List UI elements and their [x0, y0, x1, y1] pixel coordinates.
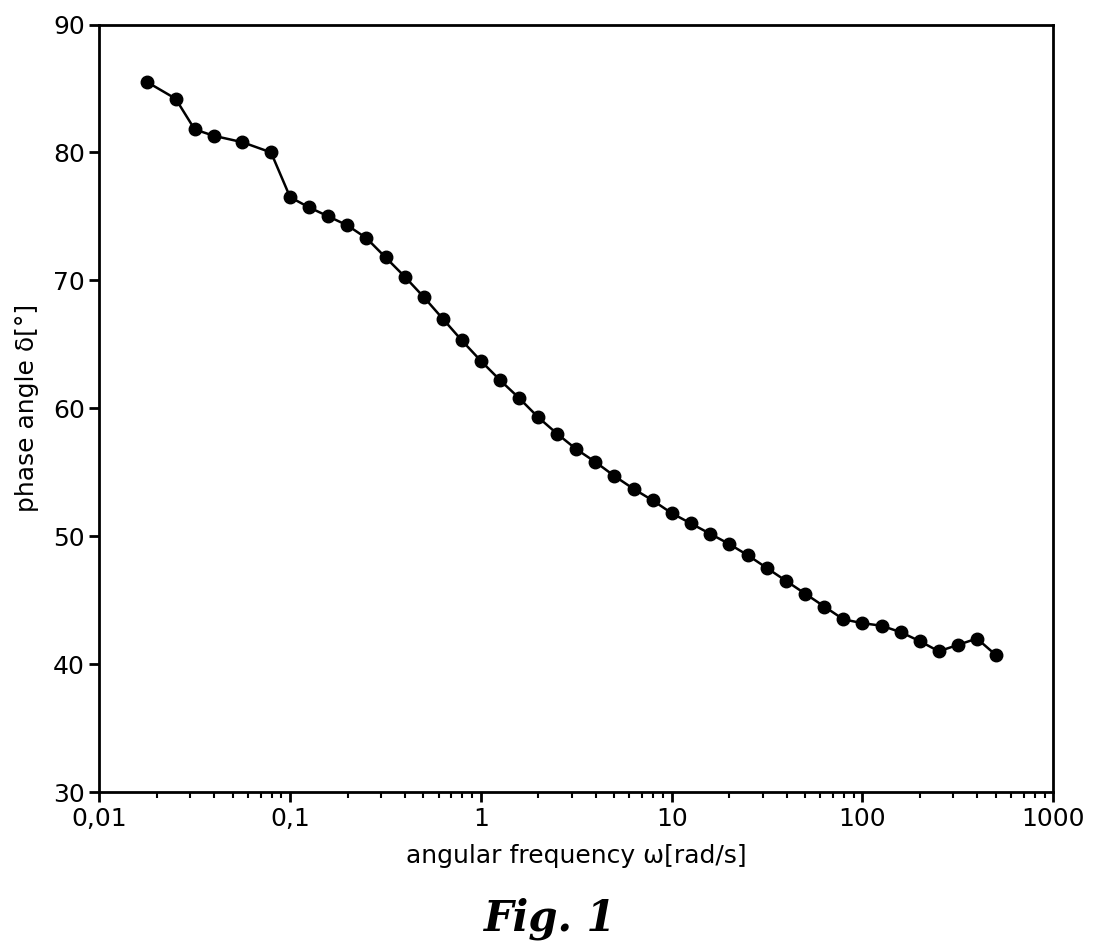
Y-axis label: phase angle δ[°]: phase angle δ[°]	[15, 304, 39, 512]
X-axis label: angular frequency ω[rad/s]: angular frequency ω[rad/s]	[406, 845, 747, 868]
Text: Fig. 1: Fig. 1	[484, 898, 616, 940]
